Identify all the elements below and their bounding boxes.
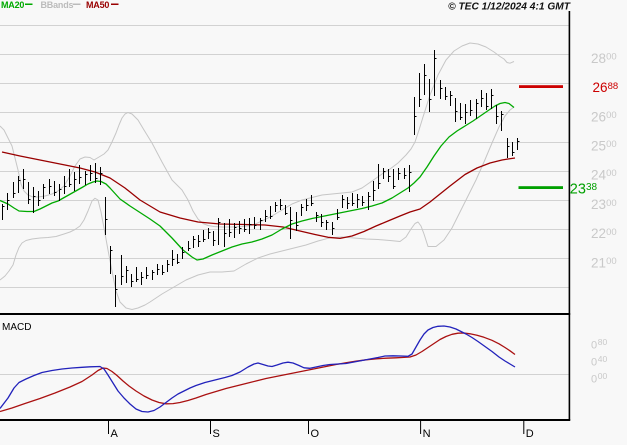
svg-text:88: 88 (608, 81, 619, 92)
svg-text:O: O (311, 428, 320, 440)
svg-text:28: 28 (591, 51, 606, 66)
svg-text:00: 00 (606, 168, 617, 179)
svg-text:25: 25 (591, 138, 606, 153)
svg-text:BBands: BBands (41, 0, 74, 10)
svg-text:A: A (111, 428, 119, 440)
svg-text:N: N (423, 428, 431, 440)
svg-text:21: 21 (591, 255, 606, 270)
svg-text:0: 0 (591, 339, 597, 351)
svg-text:0: 0 (591, 373, 597, 385)
svg-text:00: 00 (606, 139, 617, 150)
svg-text:00: 00 (606, 256, 617, 267)
svg-text:MACD: MACD (2, 322, 31, 333)
svg-text:D: D (526, 428, 534, 440)
svg-text:26: 26 (591, 109, 606, 124)
svg-text:22: 22 (591, 226, 606, 241)
svg-text:S: S (213, 428, 220, 440)
svg-text:© TEC 1/12/2024 4:1 GMT: © TEC 1/12/2024 4:1 GMT (448, 2, 571, 13)
svg-text:80: 80 (598, 337, 608, 347)
svg-text:00: 00 (598, 371, 608, 381)
svg-text:38: 38 (586, 182, 598, 193)
svg-text:00: 00 (606, 198, 617, 209)
svg-text:MA20: MA20 (1, 0, 24, 10)
svg-text:23: 23 (591, 197, 606, 212)
svg-text:0: 0 (591, 356, 597, 368)
svg-text:24: 24 (591, 168, 607, 183)
svg-text:00: 00 (606, 52, 617, 63)
svg-text:00: 00 (606, 110, 617, 121)
svg-text:00: 00 (606, 227, 617, 238)
svg-text:26: 26 (593, 80, 608, 95)
svg-text:23: 23 (570, 181, 586, 197)
svg-text:40: 40 (598, 354, 608, 364)
svg-text:MA50: MA50 (86, 0, 109, 10)
